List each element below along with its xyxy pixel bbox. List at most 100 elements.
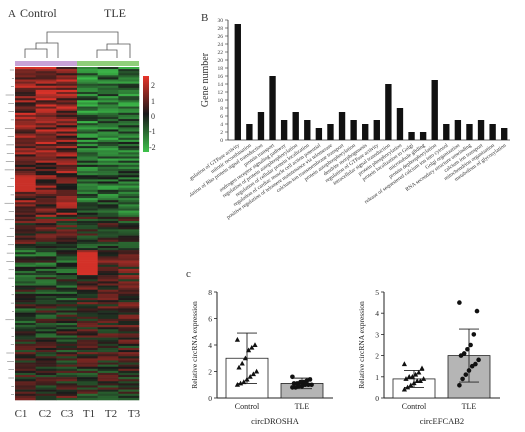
heatmap-cell [56, 389, 78, 392]
chart-title: circDROSHA [251, 416, 300, 426]
heatmap-cell [118, 212, 140, 216]
heatmap-cell [15, 166, 36, 170]
heatmap-cell [15, 379, 36, 382]
heatmap-cell [35, 139, 57, 143]
heatmap-cell [77, 235, 98, 238]
heatmap-cell [97, 358, 119, 361]
y-tick-label: 2 [208, 368, 212, 377]
heatmap-cell [97, 218, 119, 222]
heatmap-cell [35, 308, 57, 311]
heatmap-cell [15, 133, 36, 136]
heatmap-cell [118, 277, 140, 280]
heatmap-cell [56, 94, 78, 97]
heatmap-cell [15, 144, 36, 147]
heatmap-cell [56, 112, 78, 116]
heatmap-cell [15, 366, 36, 370]
heatmap-cell [35, 395, 57, 399]
heatmap-cell [56, 152, 78, 155]
heatmap-cell [15, 389, 36, 392]
heatmap-cell [56, 175, 78, 178]
heatmap-cell [77, 73, 98, 76]
heatmap-cell [56, 341, 78, 345]
heatmap-cell [35, 258, 57, 261]
heatmap-cell [118, 79, 140, 82]
heatmap-cell [35, 343, 57, 347]
heatmap-cell [118, 104, 140, 107]
heatmap-cell [35, 87, 57, 91]
heatmap-cell [15, 300, 36, 303]
heatmap-cell [35, 221, 57, 224]
heatmap-cell [97, 125, 119, 128]
heatmap-cell [35, 114, 57, 118]
heatmap-cell [35, 100, 57, 103]
heatmap-cell [97, 191, 119, 195]
heatmap-cell [15, 245, 36, 249]
heatmap-cell [56, 310, 78, 313]
heatmap-cell [15, 214, 36, 218]
data-point [401, 386, 407, 392]
heatmap-cell [77, 96, 98, 99]
heatmap-cell [35, 94, 57, 97]
heatmap-cell [35, 293, 57, 297]
heatmap-cell [35, 98, 57, 101]
heatmap-cell [35, 200, 57, 203]
heatmap-cell [118, 150, 140, 153]
y-tick-label: 26 [218, 34, 224, 40]
heatmap-cell [56, 352, 78, 355]
heatmap-cell [56, 158, 78, 161]
heatmap-cell [15, 71, 36, 74]
heatmap-cell [77, 177, 98, 180]
heatmap-cell [97, 108, 119, 112]
heatmap-cell [77, 298, 98, 301]
heatmap-cell [35, 212, 57, 216]
heatmap-cell [77, 150, 98, 153]
go-bar [362, 124, 369, 140]
heatmap-cell [118, 94, 140, 97]
heatmap-cell [97, 160, 119, 164]
heatmap-cell [97, 114, 119, 118]
heatmap-cell [118, 171, 140, 174]
heatmap-cell [77, 256, 98, 259]
heatmap-cell [35, 279, 57, 282]
y-tick-label: 18 [218, 66, 224, 72]
heatmap-cell [56, 295, 78, 299]
heatmap-cell [97, 368, 119, 372]
heatmap-cell [56, 385, 78, 388]
heatmap-cell [56, 146, 78, 149]
heatmap-cell [118, 239, 140, 243]
heatmap-cell [35, 177, 57, 180]
heatmap-cell [15, 322, 36, 326]
heatmap-cell [118, 268, 140, 272]
heatmap-cell [97, 171, 119, 174]
heatmap-cell [15, 343, 36, 347]
heatmap-cell [77, 364, 98, 367]
heatmap-cell [118, 341, 140, 345]
heatmap-cell [118, 83, 140, 87]
heatmap-cell [118, 100, 140, 103]
heatmap-cell [56, 104, 78, 107]
heatmap-cell [35, 295, 57, 299]
heatmap-cell [15, 262, 36, 266]
heatmap-cell [35, 393, 57, 397]
heatmap-cell [35, 229, 57, 232]
heatmap-cell [77, 258, 98, 261]
heatmap-cell [15, 227, 36, 230]
heatmap-cell [15, 381, 36, 384]
heatmap-cell [15, 277, 36, 280]
heatmap-cell [15, 327, 36, 330]
heatmap-cell [97, 79, 119, 82]
heatmap-cell [15, 331, 36, 334]
heatmap-cell [35, 368, 57, 372]
heatmap-cell [56, 260, 78, 263]
heatmap-cell [15, 387, 36, 390]
heatmap-cell [15, 370, 36, 374]
heatmap-cell [15, 87, 36, 91]
heatmap-cell [35, 206, 57, 209]
heatmap-cell [56, 293, 78, 297]
heatmap-cell [77, 370, 98, 374]
heatmap-cell [77, 250, 98, 253]
heatmap-cell [56, 379, 78, 382]
heatmap-cell [35, 202, 57, 205]
heatmap-cell [56, 189, 78, 193]
heatmap-cell [97, 243, 119, 247]
